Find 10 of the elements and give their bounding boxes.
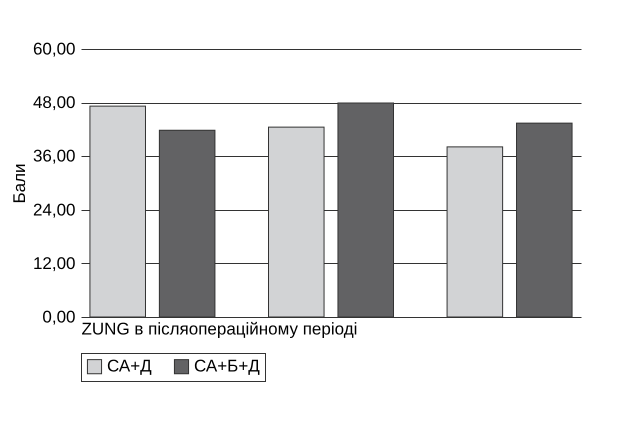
y-tick-label: 12,00	[32, 254, 76, 273]
y-tick-label: 48,00	[32, 93, 76, 112]
y-tick-label: 0,00	[42, 308, 76, 326]
y-tick-label: 24,00	[32, 200, 76, 220]
y-axis-title: Бали	[10, 163, 29, 204]
y-tick-label: 36,00	[32, 146, 76, 166]
x-axis-title: ZUNG в післяопераційному періоді	[82, 320, 358, 338]
legend-label: СА+Б+Д	[194, 356, 260, 376]
legend-label: СА+Д	[107, 356, 152, 376]
y-tick-label: 60,00	[32, 40, 76, 58]
